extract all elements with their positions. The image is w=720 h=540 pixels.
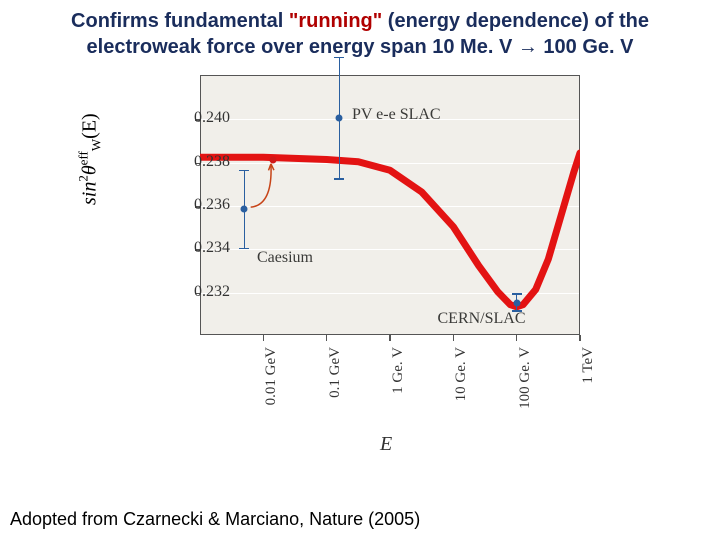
x-tick-label: 1 TeV [580, 347, 597, 384]
x-axis-label: E [380, 433, 392, 456]
y-gridline [201, 293, 579, 294]
x-tick-label: 1 Ge. V [390, 347, 407, 394]
error-cap [239, 248, 249, 250]
x-tick-label: 0.01 GeV [263, 347, 280, 405]
data-point-cern [513, 299, 520, 306]
y-gridline [201, 163, 579, 164]
x-tick-label: 10 Ge. V [453, 347, 470, 401]
chart: sin2θeffW(E) E 0.2320.2340.2360.2380.240… [100, 75, 620, 475]
error-cap [512, 293, 522, 295]
y-axis-label: sin2θeffW(E) [76, 113, 105, 205]
error-cap [334, 178, 344, 180]
cern-label: CERN/SLAC [438, 310, 526, 328]
x-tick-label: 100 Ge. V [517, 347, 534, 409]
y-tick-label: 0.240 [170, 109, 230, 127]
x-tick-mark [453, 335, 455, 341]
y-tick-label: 0.234 [170, 239, 230, 257]
title-part3: (energy dependence) of the [382, 10, 649, 32]
title-line2b: 100 Ge. V [538, 36, 634, 58]
y-tick-label: 0.238 [170, 153, 230, 171]
data-point-caesium-red [269, 156, 276, 163]
arrow-icon: → [518, 36, 538, 58]
citation: Adopted from Czarnecki & Marciano, Natur… [10, 509, 420, 530]
caesium-label: Caesium [257, 249, 313, 267]
y-tick-label: 0.236 [170, 196, 230, 214]
y-tick-label: 0.232 [170, 283, 230, 301]
error-cap [239, 170, 249, 172]
title-line2a: electroweak force over energy span 10 Me… [87, 36, 518, 58]
x-tick-mark [389, 335, 391, 341]
x-tick-mark [516, 335, 518, 341]
y-gridline [201, 206, 579, 207]
x-tick-mark [326, 335, 328, 341]
x-tick-mark [263, 335, 265, 341]
data-point-caesium [241, 206, 248, 213]
pvee-label: PV e-e SLAC [352, 106, 441, 124]
data-point-pvee [336, 115, 343, 122]
title-part1: Confirms fundamental [71, 10, 289, 32]
x-tick-mark [579, 335, 581, 341]
x-tick-label: 0.1 GeV [327, 347, 344, 398]
title-red: "running" [289, 10, 382, 32]
slide-title: Confirms fundamental "running" (energy d… [0, 8, 720, 60]
error-cap [334, 57, 344, 59]
